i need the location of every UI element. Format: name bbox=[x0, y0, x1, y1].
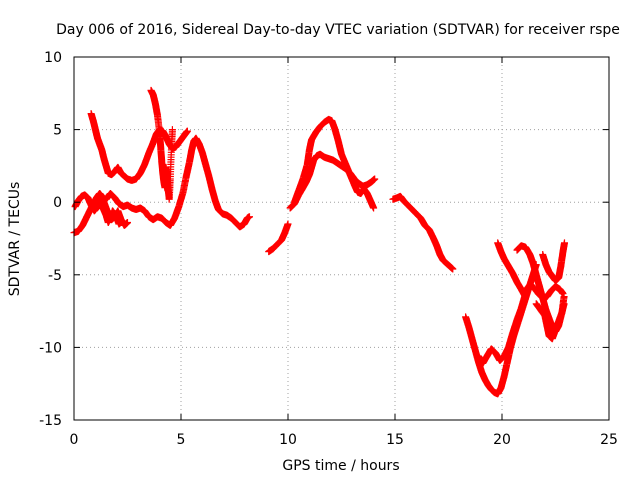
series-markers bbox=[102, 134, 253, 231]
plot-frame bbox=[73, 56, 610, 421]
series-markers bbox=[389, 192, 457, 273]
x-tick-label: 15 bbox=[386, 432, 404, 448]
x-tick-label: 20 bbox=[493, 432, 511, 448]
series-markers bbox=[87, 110, 191, 184]
series-markers bbox=[147, 86, 176, 203]
series-track bbox=[290, 115, 378, 212]
series-markers bbox=[494, 239, 528, 299]
series-track bbox=[532, 300, 568, 343]
grid-lines bbox=[74, 57, 609, 420]
x-tick-label: 0 bbox=[70, 432, 79, 448]
y-axis-label: SDTVAR / TECUs bbox=[7, 182, 23, 297]
series-track bbox=[102, 134, 253, 231]
y-tick-label: 10 bbox=[44, 50, 62, 66]
series-markers bbox=[539, 239, 568, 285]
series-track bbox=[494, 239, 528, 299]
chart-title: Day 006 of 2016, Sidereal Day-to-day VTE… bbox=[56, 22, 620, 38]
x-tick-label: 5 bbox=[177, 432, 186, 448]
series-markers bbox=[71, 191, 126, 228]
y-tick-label: 0 bbox=[53, 195, 62, 211]
series-track bbox=[265, 220, 292, 256]
x-tick-label: 25 bbox=[600, 432, 618, 448]
x-tick-label: 10 bbox=[279, 432, 297, 448]
series-track bbox=[389, 192, 457, 273]
series-markers bbox=[265, 220, 292, 256]
y-tick-label: -15 bbox=[39, 413, 62, 429]
axis-ticks: 0 5 10 15 20 25 -15 -10 -5 0 5 10 bbox=[39, 50, 618, 448]
y-tick-label: -10 bbox=[39, 340, 62, 356]
series-track bbox=[71, 191, 126, 228]
series-track bbox=[87, 110, 191, 184]
series-track bbox=[147, 86, 176, 203]
series-markers bbox=[290, 115, 378, 212]
y-tick-label: 5 bbox=[53, 123, 62, 139]
x-axis-label: GPS time / hours bbox=[282, 458, 399, 474]
series-track bbox=[539, 239, 568, 285]
data-series bbox=[70, 86, 568, 398]
y-tick-label: -5 bbox=[48, 268, 62, 284]
series-markers bbox=[532, 300, 568, 343]
